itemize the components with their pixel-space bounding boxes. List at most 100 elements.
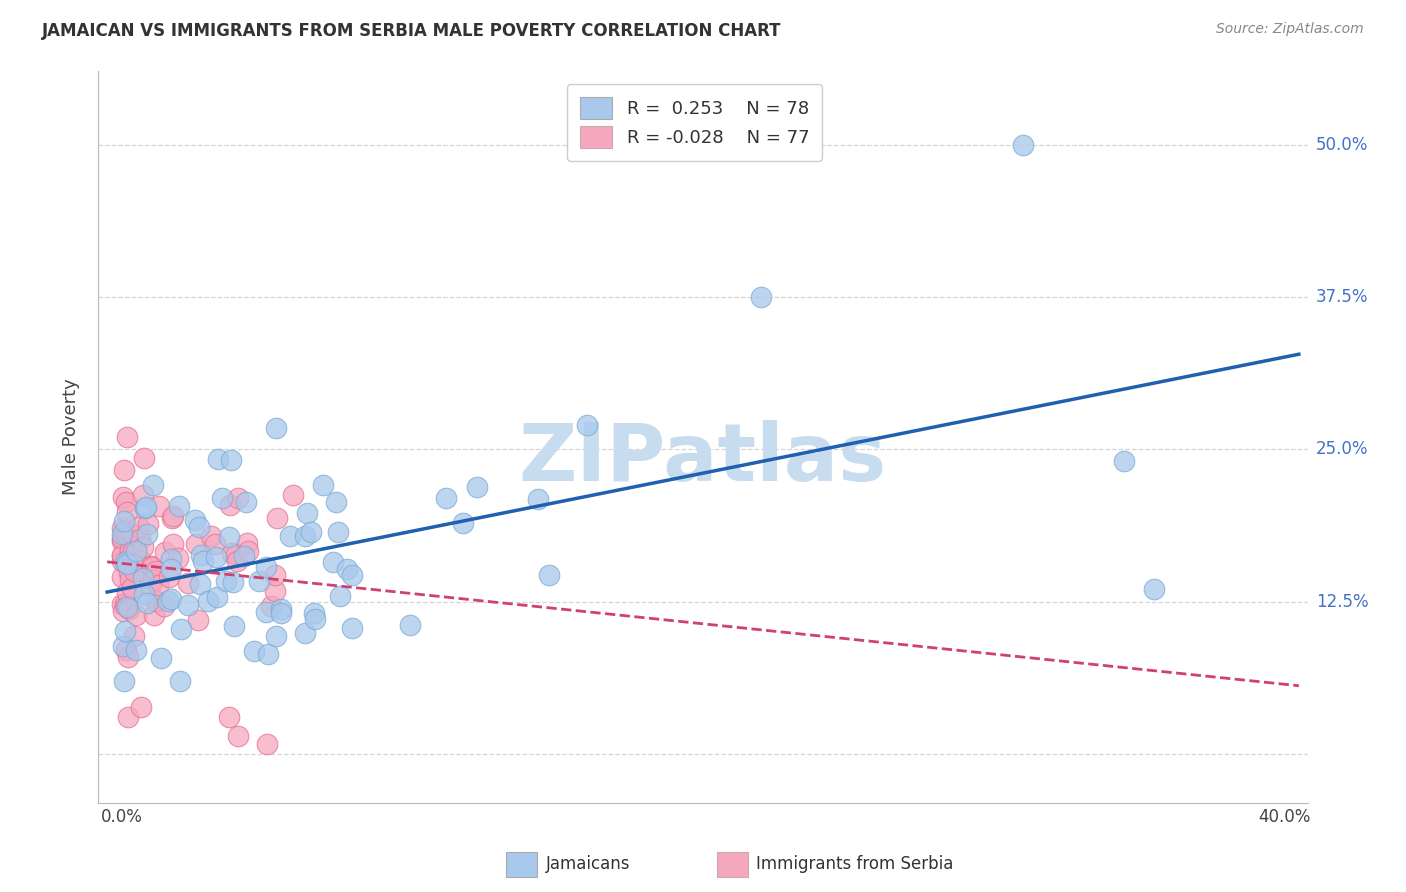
- Point: [122, 543, 145, 558]
- Y-axis label: Male Poverty: Male Poverty: [62, 379, 80, 495]
- Point: [304, 606, 326, 620]
- Point: [233, 549, 256, 563]
- Point: [1114, 454, 1136, 468]
- Point: [115, 599, 138, 614]
- Point: [162, 509, 184, 524]
- Point: [221, 546, 243, 560]
- Point: [142, 608, 165, 623]
- Point: [134, 451, 156, 466]
- Point: [226, 729, 249, 743]
- Point: [117, 557, 139, 571]
- Point: [226, 554, 249, 568]
- Point: [160, 562, 183, 576]
- Point: [236, 543, 259, 558]
- Point: [434, 491, 457, 506]
- Point: [205, 591, 228, 605]
- Point: [129, 700, 152, 714]
- Point: [167, 500, 190, 514]
- Point: [254, 559, 277, 574]
- Point: [190, 548, 212, 562]
- Point: [122, 564, 145, 578]
- Point: [294, 529, 316, 543]
- Point: [129, 554, 152, 568]
- Point: [115, 599, 138, 613]
- Point: [148, 578, 170, 592]
- Point: [256, 737, 278, 751]
- Point: [283, 488, 305, 502]
- Point: [111, 597, 134, 611]
- Point: [111, 531, 134, 545]
- Point: [160, 551, 183, 566]
- Point: [112, 524, 135, 538]
- Point: [157, 593, 180, 607]
- Point: [125, 607, 148, 622]
- Point: [312, 478, 335, 492]
- Point: [111, 554, 134, 568]
- Text: ZIPatlas: ZIPatlas: [519, 420, 887, 498]
- Point: [122, 629, 145, 643]
- Point: [118, 543, 141, 558]
- Point: [322, 555, 344, 569]
- Point: [139, 579, 162, 593]
- Point: [112, 514, 135, 528]
- Point: [218, 710, 240, 724]
- Point: [226, 491, 249, 505]
- Point: [207, 452, 229, 467]
- Point: [187, 613, 209, 627]
- Point: [120, 572, 142, 586]
- Point: [527, 491, 550, 506]
- Point: [148, 499, 170, 513]
- Point: [222, 575, 245, 590]
- Point: [111, 527, 134, 541]
- Point: [177, 575, 200, 590]
- Point: [167, 550, 190, 565]
- Point: [247, 574, 270, 588]
- Point: [184, 513, 207, 527]
- Text: 25.0%: 25.0%: [1316, 441, 1368, 458]
- Point: [121, 582, 143, 596]
- Point: [118, 602, 141, 616]
- Point: [170, 622, 193, 636]
- Point: [299, 525, 322, 540]
- Point: [188, 576, 211, 591]
- Point: [465, 480, 488, 494]
- Point: [115, 529, 138, 543]
- Point: [132, 571, 155, 585]
- Point: [112, 490, 135, 504]
- Point: [118, 565, 141, 579]
- Point: [325, 495, 347, 509]
- Point: [266, 421, 288, 435]
- Point: [111, 534, 134, 549]
- Point: [162, 537, 184, 551]
- Point: [112, 673, 135, 688]
- Point: [141, 558, 163, 573]
- Point: [160, 511, 183, 525]
- Text: Source: ZipAtlas.com: Source: ZipAtlas.com: [1216, 22, 1364, 37]
- Point: [204, 536, 226, 550]
- Point: [134, 500, 156, 515]
- Point: [1142, 582, 1164, 597]
- Point: [111, 604, 134, 618]
- Point: [205, 549, 228, 564]
- Point: [138, 516, 160, 531]
- Point: [131, 488, 153, 502]
- Text: 12.5%: 12.5%: [1316, 592, 1368, 611]
- Point: [336, 562, 359, 576]
- Text: JAMAICAN VS IMMIGRANTS FROM SERBIA MALE POVERTY CORRELATION CHART: JAMAICAN VS IMMIGRANTS FROM SERBIA MALE …: [42, 22, 782, 40]
- Point: [329, 590, 352, 604]
- Point: [145, 593, 167, 607]
- Point: [184, 537, 207, 551]
- Point: [254, 605, 277, 619]
- Point: [749, 290, 772, 304]
- Point: [270, 606, 292, 620]
- Point: [264, 629, 287, 643]
- Point: [132, 587, 155, 601]
- Point: [236, 536, 259, 550]
- Point: [538, 568, 561, 582]
- Point: [111, 521, 134, 535]
- Point: [191, 554, 214, 568]
- Point: [326, 525, 349, 540]
- Point: [340, 568, 363, 582]
- Point: [121, 526, 143, 541]
- Point: [117, 552, 139, 566]
